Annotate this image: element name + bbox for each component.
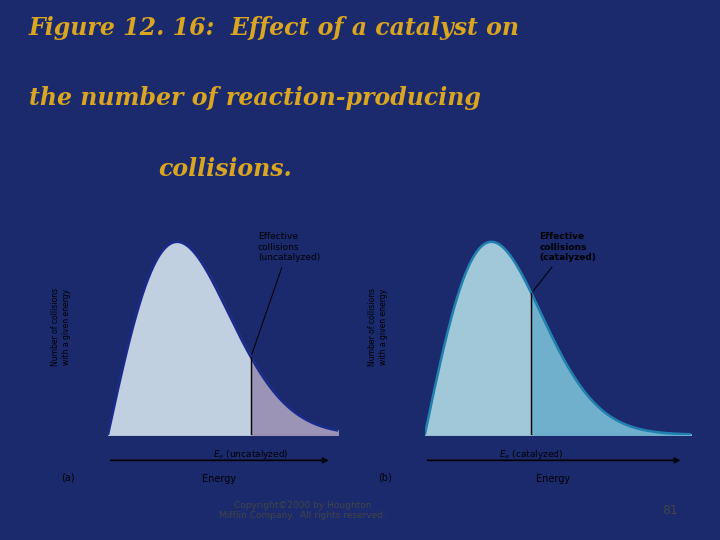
Text: Number of collisions
with a given energy: Number of collisions with a given energy (369, 288, 387, 366)
Text: Number of collisions
with a given energy: Number of collisions with a given energy (52, 288, 71, 366)
Text: (a): (a) (61, 472, 75, 483)
Text: Figure 12. 16:  Effect of a catalyst on: Figure 12. 16: Effect of a catalyst on (29, 16, 520, 40)
Text: Effective
collisions
(catalyzed): Effective collisions (catalyzed) (533, 232, 596, 291)
Text: 81: 81 (662, 504, 678, 517)
Text: $E_a$ (catalyzed): $E_a$ (catalyzed) (499, 448, 564, 461)
Text: the number of reaction-producing: the number of reaction-producing (29, 86, 481, 110)
Text: (b): (b) (378, 472, 392, 483)
Text: $E_a$ (uncatalyzed): $E_a$ (uncatalyzed) (213, 448, 289, 461)
Text: Energy: Energy (536, 474, 570, 484)
Text: Energy: Energy (202, 474, 235, 484)
Text: collisions.: collisions. (158, 157, 292, 180)
Text: Effective
collisions
(uncatalyzed): Effective collisions (uncatalyzed) (252, 232, 320, 354)
Text: Copyright©2000 by Houghton
Mifflin Company.  All rights reserved.: Copyright©2000 by Houghton Mifflin Compa… (219, 501, 386, 520)
